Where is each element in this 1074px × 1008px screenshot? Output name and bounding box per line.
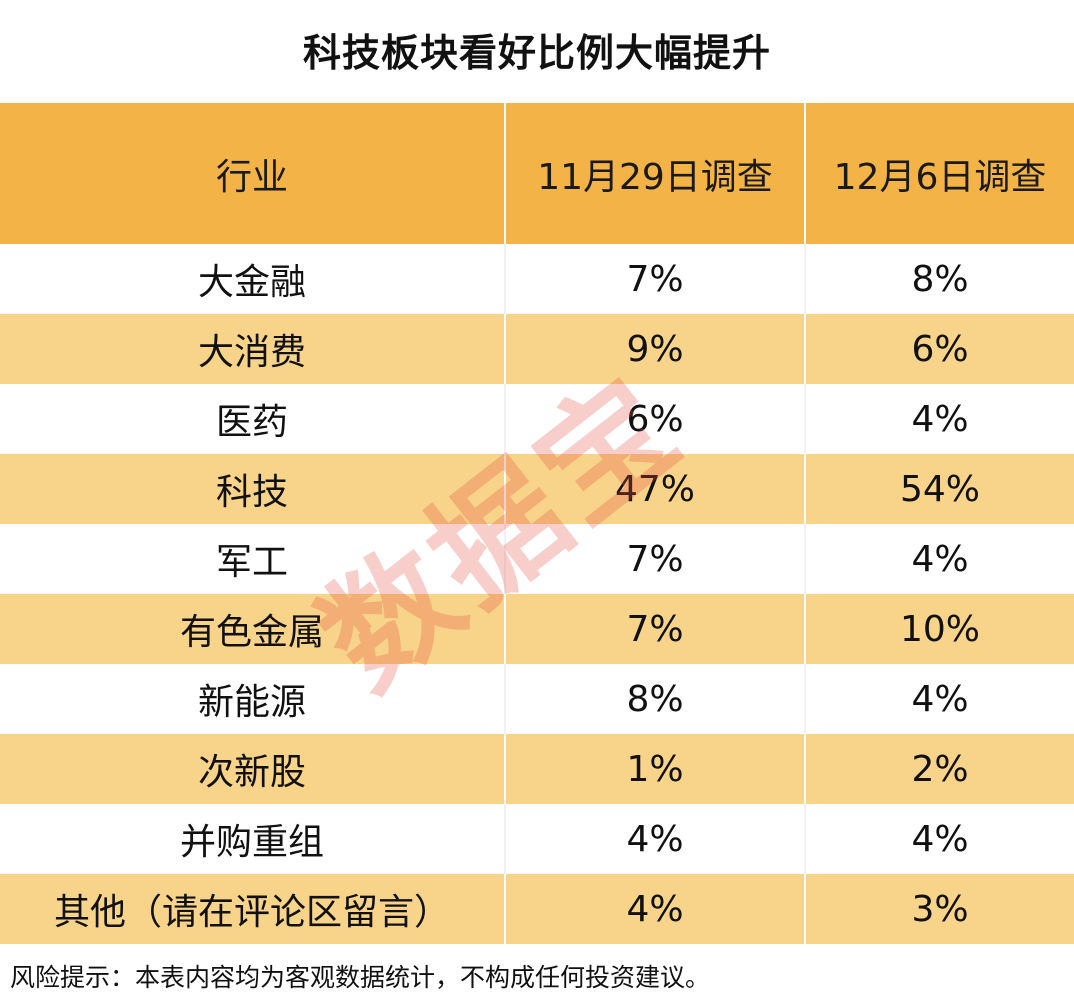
dec6-cell: 4% xyxy=(805,664,1074,734)
table-row: 大金融 7% 8% xyxy=(0,244,1074,314)
nov29-cell: 7% xyxy=(505,244,806,314)
nov29-cell: 47% xyxy=(505,454,806,524)
industry-cell: 新能源 xyxy=(0,664,506,734)
nov29-cell: 4% xyxy=(505,874,806,944)
table-header-row: 行业 11月29日调查 12月6日调查 xyxy=(0,103,1074,244)
nov29-cell: 4% xyxy=(505,804,806,874)
industry-cell: 其他（请在评论区留言） xyxy=(0,874,506,944)
industry-cell: 有色金属 xyxy=(0,594,506,664)
risk-disclaimer: 风险提示：本表内容均为客观数据统计，不构成任何投资建议。 xyxy=(10,963,711,992)
header-industry: 行业 xyxy=(0,103,506,244)
table-row: 新能源 8% 4% xyxy=(0,664,1074,734)
nov29-cell: 9% xyxy=(505,314,806,384)
industry-cell: 军工 xyxy=(0,524,506,594)
dec6-cell: 4% xyxy=(805,524,1074,594)
table-row: 军工 7% 4% xyxy=(0,524,1074,594)
table-row: 并购重组 4% 4% xyxy=(0,804,1074,874)
industry-cell: 大消费 xyxy=(0,314,506,384)
nov29-cell: 1% xyxy=(505,734,806,804)
dec6-cell: 54% xyxy=(805,454,1074,524)
industry-cell: 医药 xyxy=(0,384,506,454)
industry-cell: 科技 xyxy=(0,454,506,524)
nov29-cell: 7% xyxy=(505,594,806,664)
dec6-cell: 2% xyxy=(805,734,1074,804)
table-row: 大消费 9% 6% xyxy=(0,314,1074,384)
table-row: 医药 6% 4% xyxy=(0,384,1074,454)
nov29-cell: 7% xyxy=(505,524,806,594)
industry-cell: 并购重组 xyxy=(0,804,506,874)
table-row: 科技 47% 54% xyxy=(0,454,1074,524)
dec6-cell: 6% xyxy=(805,314,1074,384)
survey-table: 行业 11月29日调查 12月6日调查 大金融 7% 8% 大消费 9% 6% … xyxy=(0,103,1074,944)
dec6-cell: 4% xyxy=(805,804,1074,874)
nov29-cell: 8% xyxy=(505,664,806,734)
industry-cell: 大金融 xyxy=(0,244,506,314)
table-row: 其他（请在评论区留言） 4% 3% xyxy=(0,874,1074,944)
header-dec6: 12月6日调查 xyxy=(805,103,1074,244)
table-row: 有色金属 7% 10% xyxy=(0,594,1074,664)
page-title: 科技板块看好比例大幅提升 xyxy=(302,31,771,75)
dec6-cell: 4% xyxy=(805,384,1074,454)
header-nov29: 11月29日调查 xyxy=(505,103,806,244)
table-row: 次新股 1% 2% xyxy=(0,734,1074,804)
dec6-cell: 8% xyxy=(805,244,1074,314)
nov29-cell: 6% xyxy=(505,384,806,454)
dec6-cell: 3% xyxy=(805,874,1074,944)
industry-cell: 次新股 xyxy=(0,734,506,804)
dec6-cell: 10% xyxy=(805,594,1074,664)
